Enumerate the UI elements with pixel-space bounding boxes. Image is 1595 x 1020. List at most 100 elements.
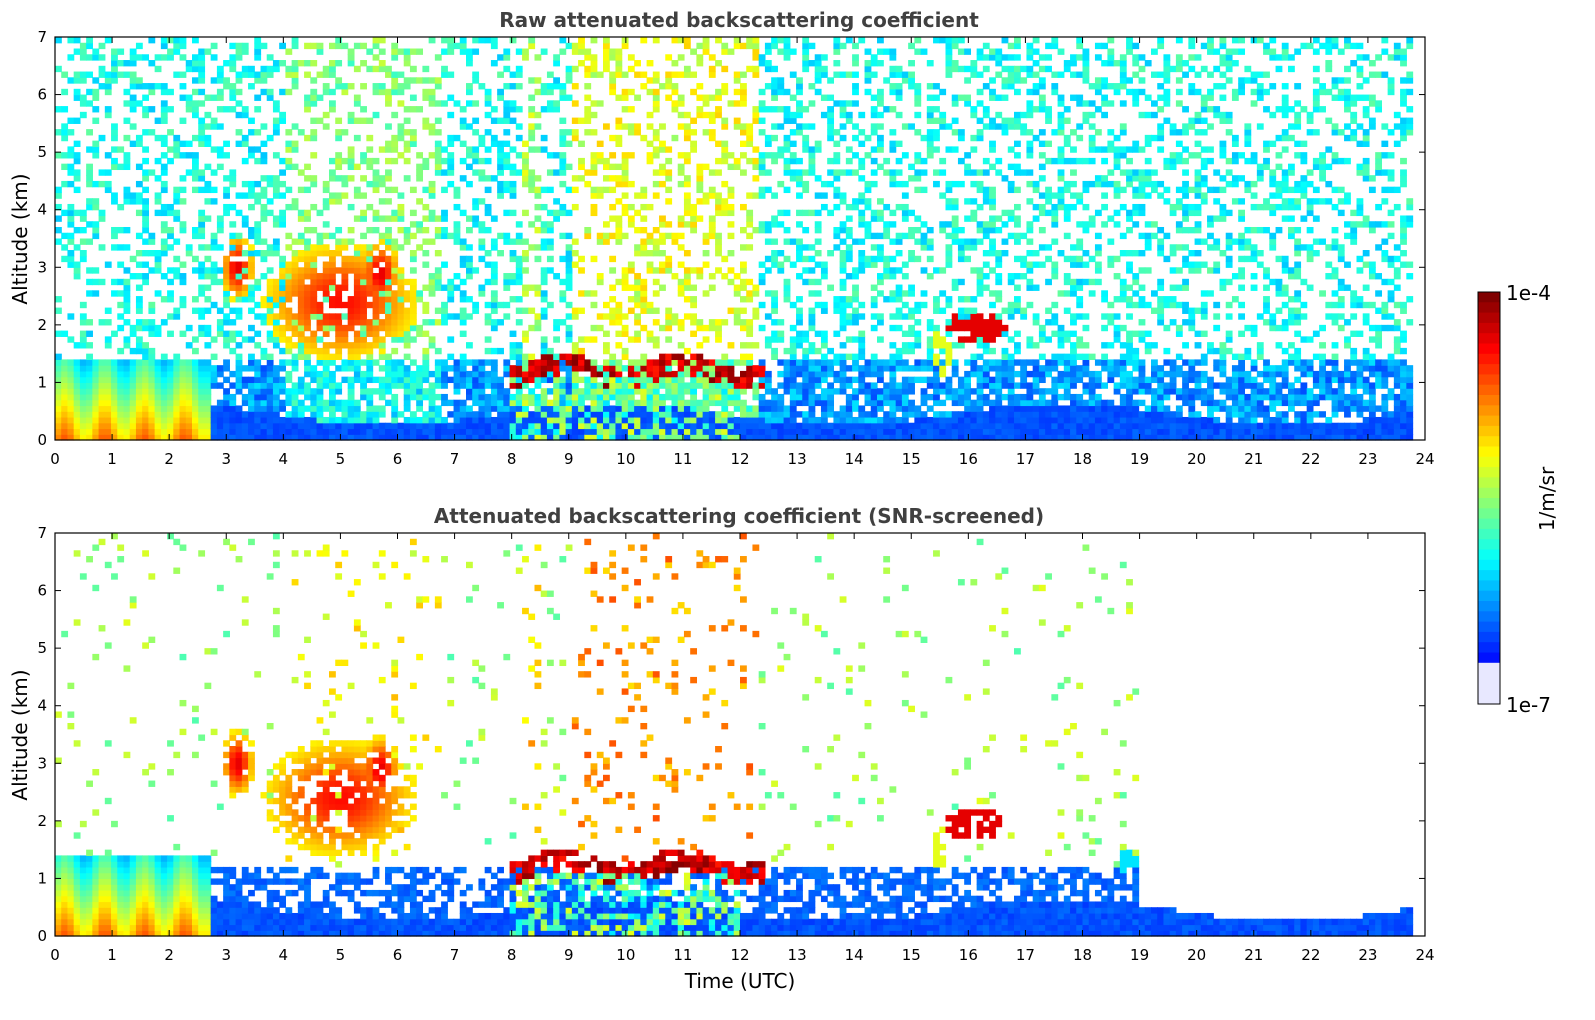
y-tick-label: 7 xyxy=(37,28,47,46)
y-tick-label: 3 xyxy=(37,258,47,276)
x-tick-label: 1 xyxy=(107,450,117,468)
colorbar-swatch xyxy=(1478,611,1500,623)
x-tick-label: 4 xyxy=(279,450,289,468)
colorbar-swatch xyxy=(1478,477,1500,489)
x-tick-label: 6 xyxy=(393,946,403,964)
y-tick-label: 0 xyxy=(37,431,47,449)
colorbar-unit-label: 1/m/sr xyxy=(1535,466,1560,532)
colorbar-swatch xyxy=(1478,570,1500,581)
x-tick-label: 7 xyxy=(450,946,460,964)
colorbar-swatch xyxy=(1478,580,1500,592)
colorbar-swatch xyxy=(1478,693,1500,705)
y-tick-label: 5 xyxy=(37,639,47,657)
top-heatmap-plot: 0 1 2 3 4 5 6 7 8 9 10 11 12 13 14 15 16 17 18 19 20 21 22 23 24… xyxy=(37,28,1434,468)
colorbar-swatch xyxy=(1478,395,1500,406)
x-tick-label: 16 xyxy=(959,450,978,468)
x-tick-label: 17 xyxy=(1016,450,1035,468)
colorbar xyxy=(1477,291,1501,705)
colorbar-swatch xyxy=(1478,621,1500,633)
x-tick-label: 8 xyxy=(507,946,517,964)
x-tick-label: 19 xyxy=(1130,946,1149,964)
x-tick-label: 9 xyxy=(564,450,574,468)
colorbar-swatch xyxy=(1478,539,1500,550)
colorbar-swatch xyxy=(1478,631,1500,643)
x-tick-label: 20 xyxy=(1187,450,1206,468)
colorbar-swatch xyxy=(1478,518,1500,530)
colorbar-swatch xyxy=(1478,333,1500,344)
colorbar-swatch xyxy=(1478,467,1500,478)
y-tick-label: 2 xyxy=(37,812,47,830)
y-tick-label: 4 xyxy=(37,697,47,715)
y-tick-label: 2 xyxy=(37,316,47,334)
colorbar-min-label: 1e-7 xyxy=(1506,693,1551,717)
x-tick-label: 1 xyxy=(107,946,117,964)
x-tick-label: 3 xyxy=(221,946,231,964)
colorbar-swatch xyxy=(1478,446,1500,458)
x-tick-label: 15 xyxy=(902,450,921,468)
x-tick-label: 10 xyxy=(616,946,635,964)
x-tick-label: 7 xyxy=(450,450,460,468)
colorbar-swatch xyxy=(1478,292,1500,303)
x-tick-label: 9 xyxy=(564,946,574,964)
x-tick-label: 19 xyxy=(1130,450,1149,468)
x-tick-label: 2 xyxy=(164,450,174,468)
x-tick-label: 3 xyxy=(221,450,231,468)
x-tick-label: 16 xyxy=(959,946,978,964)
y-tick-label: 5 xyxy=(37,143,47,161)
colorbar-swatch xyxy=(1478,353,1500,365)
y-tick-label: 0 xyxy=(37,927,47,945)
x-tick-label: 4 xyxy=(279,946,289,964)
y-tick-label: 1 xyxy=(37,869,47,887)
x-tick-label: 20 xyxy=(1187,946,1206,964)
x-tick-label: 11 xyxy=(673,946,692,964)
colorbar-swatch xyxy=(1478,322,1500,334)
colorbar-swatch xyxy=(1478,662,1500,674)
x-tick-label: 11 xyxy=(673,450,692,468)
colorbar-swatch xyxy=(1478,364,1500,375)
y-tick-label: 1 xyxy=(37,373,47,391)
colorbar-swatch xyxy=(1478,384,1500,396)
x-tick-label: 17 xyxy=(1016,946,1035,964)
x-tick-label: 21 xyxy=(1244,450,1263,468)
x-tick-label: 6 xyxy=(393,450,403,468)
x-tick-label: 22 xyxy=(1301,946,1320,964)
x-tick-label: 5 xyxy=(336,450,346,468)
x-tick-label: 13 xyxy=(788,450,807,468)
heatmap-cells xyxy=(55,37,1414,441)
colorbar-swatch xyxy=(1478,415,1500,427)
x-tick-label: 12 xyxy=(730,450,749,468)
top-panel-title: Raw attenuated backscattering coefficien… xyxy=(499,8,979,32)
x-tick-label: 14 xyxy=(845,946,864,964)
x-tick-label: 24 xyxy=(1415,946,1434,964)
colorbar-swatch xyxy=(1478,487,1500,499)
bottom-x-axis-label: Time (UTC) xyxy=(684,969,796,993)
x-tick-label: 10 xyxy=(616,450,635,468)
y-tick-label: 7 xyxy=(37,524,47,542)
x-tick-label: 0 xyxy=(50,450,60,468)
colorbar-max-label: 1e-4 xyxy=(1506,281,1551,305)
y-tick-label: 6 xyxy=(37,86,47,104)
x-tick-label: 23 xyxy=(1358,946,1377,964)
colorbar-swatch xyxy=(1478,642,1500,653)
colorbar-swatch xyxy=(1478,436,1500,447)
colorbar-swatch xyxy=(1478,528,1500,540)
colorbar-swatch xyxy=(1478,549,1500,561)
colorbar-swatch xyxy=(1478,343,1500,355)
colorbar-swatch xyxy=(1478,302,1500,314)
colorbar-swatch xyxy=(1478,456,1500,468)
x-tick-label: 22 xyxy=(1301,450,1320,468)
x-tick-label: 15 xyxy=(902,946,921,964)
x-tick-label: 24 xyxy=(1415,450,1434,468)
colorbar-swatch xyxy=(1478,559,1500,571)
y-tick-label: 3 xyxy=(37,754,47,772)
y-tick-label: 6 xyxy=(37,582,47,600)
x-tick-label: 5 xyxy=(336,946,346,964)
x-tick-label: 14 xyxy=(845,450,864,468)
x-tick-label: 8 xyxy=(507,450,517,468)
y-tick-label: 4 xyxy=(37,201,47,219)
x-tick-label: 23 xyxy=(1358,450,1377,468)
colorbar-swatch xyxy=(1478,590,1500,602)
x-tick-label: 12 xyxy=(730,946,749,964)
colorbar-swatch xyxy=(1478,683,1500,695)
